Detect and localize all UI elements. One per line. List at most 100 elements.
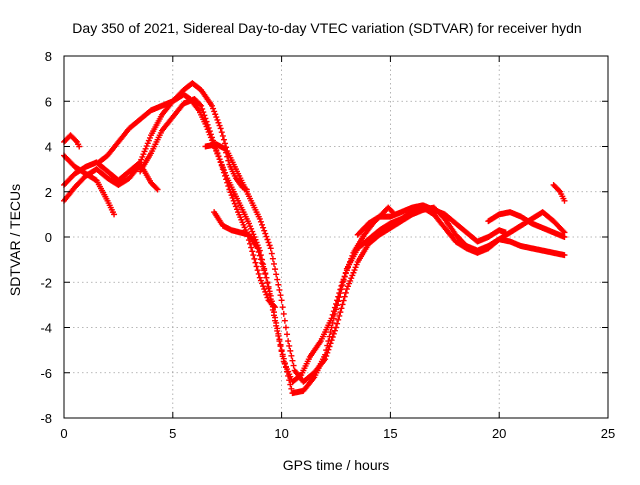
data-point bbox=[502, 229, 509, 236]
y-tick-label: 2 bbox=[45, 185, 52, 200]
data-point bbox=[352, 264, 359, 271]
data-point bbox=[270, 260, 277, 267]
series-track-6 bbox=[202, 141, 250, 193]
series-track-7 bbox=[137, 95, 279, 311]
data-point bbox=[268, 250, 275, 257]
data-point bbox=[346, 261, 353, 268]
data-point bbox=[267, 245, 274, 252]
data-point bbox=[230, 197, 237, 204]
data-point bbox=[216, 122, 223, 129]
y-tick-label: 6 bbox=[45, 94, 52, 109]
data-point bbox=[229, 194, 236, 201]
data-point bbox=[285, 338, 292, 345]
data-point bbox=[344, 264, 351, 271]
data-point bbox=[220, 169, 227, 176]
data-point bbox=[201, 112, 208, 119]
data-point bbox=[251, 255, 258, 262]
data-point bbox=[353, 261, 360, 268]
data-point bbox=[297, 372, 304, 379]
data-point bbox=[261, 227, 268, 234]
data-point bbox=[561, 197, 568, 204]
data-point bbox=[342, 289, 349, 296]
data-point bbox=[142, 145, 149, 152]
data-point bbox=[338, 282, 345, 289]
data-point bbox=[223, 149, 230, 156]
data-point bbox=[259, 260, 266, 267]
data-point bbox=[280, 310, 287, 317]
data-point bbox=[329, 311, 336, 318]
data-point bbox=[343, 286, 350, 293]
data-layer bbox=[61, 80, 568, 397]
data-point bbox=[255, 270, 262, 277]
data-point bbox=[225, 157, 232, 164]
data-point bbox=[264, 294, 271, 301]
data-point bbox=[245, 220, 252, 227]
data-point bbox=[203, 118, 210, 125]
data-point bbox=[324, 349, 331, 356]
data-point bbox=[257, 256, 264, 263]
data-point bbox=[556, 187, 563, 194]
data-point bbox=[351, 267, 358, 274]
x-axis-title: GPS time / hours bbox=[283, 457, 390, 473]
data-point bbox=[222, 145, 229, 152]
data-point bbox=[330, 308, 337, 315]
data-point bbox=[325, 346, 332, 353]
data-point bbox=[341, 273, 348, 280]
data-point bbox=[257, 218, 264, 225]
data-point bbox=[286, 342, 293, 349]
data-point bbox=[233, 206, 240, 213]
data-point bbox=[273, 322, 280, 329]
data-point bbox=[288, 385, 295, 392]
data-point bbox=[337, 286, 344, 293]
data-point bbox=[254, 245, 261, 252]
data-point bbox=[257, 277, 264, 284]
data-point bbox=[214, 150, 221, 157]
data-point bbox=[561, 252, 568, 259]
data-point bbox=[334, 320, 341, 327]
data-point bbox=[259, 221, 266, 228]
data-point bbox=[224, 153, 231, 160]
data-point bbox=[342, 270, 349, 277]
data-point bbox=[256, 252, 263, 259]
data-point bbox=[260, 283, 267, 290]
data-point bbox=[269, 255, 276, 262]
data-point bbox=[250, 252, 257, 259]
data-point bbox=[323, 353, 330, 360]
data-point bbox=[265, 239, 272, 246]
x-tick-label: 5 bbox=[169, 426, 176, 441]
x-tick-label: 10 bbox=[274, 426, 288, 441]
data-point bbox=[341, 293, 348, 300]
data-point bbox=[343, 267, 350, 274]
data-point bbox=[279, 304, 286, 311]
data-point bbox=[282, 324, 289, 331]
data-point bbox=[348, 255, 355, 262]
data-point bbox=[328, 337, 335, 344]
data-point bbox=[154, 186, 161, 193]
data-point bbox=[330, 330, 337, 337]
data-point bbox=[275, 281, 282, 288]
data-point bbox=[225, 183, 232, 190]
data-point bbox=[202, 115, 209, 122]
series-track-10 bbox=[485, 209, 568, 240]
data-point bbox=[248, 244, 255, 251]
data-point bbox=[219, 132, 226, 139]
data-point bbox=[224, 179, 231, 186]
data-point bbox=[212, 111, 219, 118]
data-point bbox=[249, 248, 256, 255]
data-point bbox=[261, 267, 268, 274]
data-point bbox=[274, 327, 281, 334]
data-point bbox=[210, 105, 217, 112]
data-point bbox=[290, 362, 297, 369]
data-point bbox=[277, 343, 284, 350]
data-point bbox=[198, 102, 205, 109]
data-point bbox=[334, 297, 341, 304]
data-point bbox=[327, 340, 334, 347]
data-point bbox=[264, 236, 271, 243]
x-tick-label: 15 bbox=[383, 426, 397, 441]
data-point bbox=[348, 275, 355, 282]
data-point bbox=[208, 102, 215, 109]
data-point bbox=[259, 280, 266, 287]
data-point bbox=[269, 306, 276, 313]
